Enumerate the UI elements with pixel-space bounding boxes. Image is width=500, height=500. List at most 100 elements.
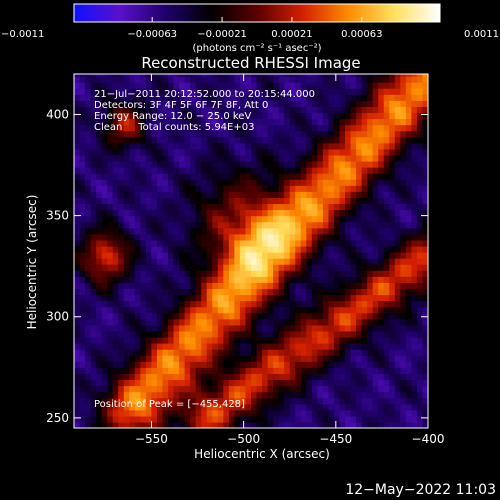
- heatmap-cell: [251, 343, 258, 350]
- heatmap-cell: [333, 415, 341, 423]
- heatmap-cell: [129, 173, 136, 180]
- heatmap-cell: [416, 197, 424, 205]
- heatmap-cell: [129, 227, 136, 235]
- heatmap-cell: [151, 191, 158, 198]
- heatmap-cell: [85, 160, 92, 168]
- heatmap-cell: [245, 179, 252, 186]
- heatmap-cell: [256, 233, 263, 241]
- heatmap-cell: [300, 221, 307, 229]
- heatmap-cell: [328, 74, 335, 77]
- heatmap-cell: [239, 82, 247, 89]
- heatmap-cell: [168, 258, 175, 265]
- heatmap-cell: [405, 215, 413, 223]
- heatmap-cell: [284, 130, 291, 138]
- heatmap-cell: [107, 379, 114, 387]
- heatmap-cell: [317, 173, 324, 180]
- heatmap-cell: [422, 239, 428, 247]
- heatmap-cell: [333, 318, 341, 326]
- heatmap-cell: [107, 385, 114, 393]
- heatmap-cell: [140, 282, 147, 290]
- heatmap-cell: [228, 336, 236, 344]
- heatmap-cell: [101, 288, 108, 296]
- heatmap-cell: [112, 409, 119, 417]
- heatmap-cell: [405, 185, 413, 192]
- heatmap-cell: [184, 239, 191, 247]
- heatmap-cell: [422, 324, 428, 332]
- heatmap-cell: [311, 239, 318, 247]
- heatmap-cell: [306, 88, 313, 95]
- heatmap-cell: [190, 379, 197, 387]
- heatmap-cell: [234, 142, 241, 150]
- heatmap-cell: [245, 252, 252, 259]
- heatmap-cell: [378, 88, 385, 95]
- heatmap-cell: [234, 421, 241, 428]
- heatmap-cell: [245, 136, 252, 144]
- heatmap-cell: [162, 391, 169, 399]
- heatmap-cell: [201, 336, 208, 344]
- plot-frame: [73, 73, 429, 429]
- heatmap-cell: [350, 318, 357, 326]
- heatmap-cell: [361, 179, 368, 186]
- heatmap-cell: [201, 373, 208, 381]
- heatmap-cell: [223, 94, 230, 101]
- heatmap-cell: [173, 361, 180, 368]
- heatmap-cell: [228, 76, 236, 83]
- heatmap-cell: [273, 118, 280, 126]
- heatmap-cell: [223, 367, 230, 374]
- heatmap-cell: [85, 233, 92, 241]
- heatmap-cell: [184, 100, 191, 107]
- heatmap-cell: [311, 185, 318, 192]
- heatmap-cell: [322, 306, 330, 314]
- heatmap-cell: [267, 239, 274, 247]
- heatmap-cell: [134, 233, 141, 241]
- heatmap-cell: [405, 239, 413, 247]
- heatmap-cell: [422, 367, 428, 374]
- heatmap-cell: [345, 88, 352, 95]
- heatmap-cell: [118, 421, 125, 428]
- heatmap-cell: [262, 367, 269, 374]
- heatmap-cell: [300, 88, 307, 95]
- heatmap-cell: [422, 306, 428, 314]
- heatmap-cell: [289, 142, 296, 150]
- heatmap-cell: [422, 421, 428, 428]
- heatmap-cell: [168, 421, 175, 428]
- heatmap-cell: [284, 245, 291, 253]
- heatmap-cell: [400, 239, 407, 247]
- heatmap-cell: [416, 160, 424, 168]
- heatmap-cell: [300, 124, 307, 132]
- heatmap-cell: [184, 221, 191, 229]
- heatmap-cell: [195, 409, 202, 417]
- heatmap-cell: [289, 300, 296, 308]
- heatmap-cell: [262, 306, 269, 314]
- heatmap-cell: [273, 106, 280, 114]
- heatmap-cell: [162, 203, 169, 211]
- heatmap-cell: [79, 276, 86, 283]
- heatmap-cell: [339, 379, 346, 387]
- heatmap-cell: [295, 252, 302, 259]
- heatmap-cell: [129, 288, 136, 296]
- heatmap-cell: [85, 324, 92, 332]
- heatmap-cell: [405, 288, 413, 296]
- heatmap-cell: [179, 343, 186, 350]
- heatmap-cell: [306, 361, 313, 368]
- heatmap-cell: [162, 191, 169, 198]
- heatmap-cell: [339, 185, 346, 192]
- heatmap-cell: [383, 245, 390, 253]
- heatmap-cell: [333, 215, 341, 223]
- heatmap-cell: [400, 82, 407, 89]
- heatmap-cell: [339, 106, 346, 114]
- heatmap-cell: [416, 312, 424, 320]
- heatmap-cell: [289, 343, 296, 350]
- heatmap-cell: [339, 324, 346, 332]
- heatmap-cell: [333, 227, 341, 235]
- heatmap-cell: [90, 239, 97, 247]
- heatmap-cell: [345, 142, 352, 150]
- heatmap-cell: [273, 391, 280, 399]
- heatmap-cell: [339, 270, 346, 277]
- heatmap-cell: [156, 288, 164, 296]
- heatmap-cell: [123, 74, 130, 77]
- heatmap-cell: [79, 379, 86, 387]
- heatmap-cell: [245, 203, 252, 211]
- heatmap-cell: [134, 185, 141, 192]
- heatmap-cell: [411, 136, 418, 144]
